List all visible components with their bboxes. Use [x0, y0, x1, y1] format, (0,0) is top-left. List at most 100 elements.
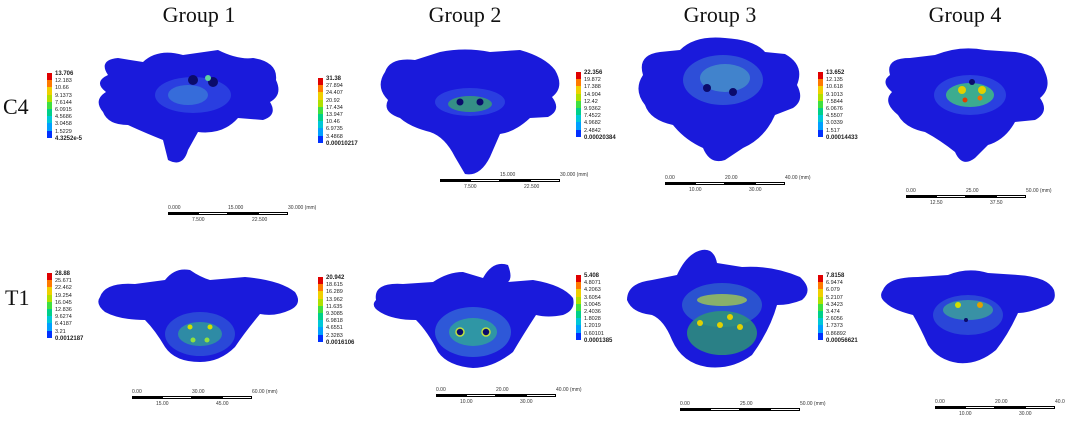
legend-min-label: 0.00020384: [584, 134, 616, 141]
legend-tick-label: 3.0045: [584, 301, 601, 308]
legend-tick-label: 13.962: [326, 296, 343, 303]
legend-tick-label: 12.135: [826, 77, 843, 84]
legend-color-band: [818, 122, 823, 130]
legend-tick-label: 0.86892: [826, 330, 846, 337]
scale-bar-segment: [936, 195, 966, 198]
c4-group-4-vertebra: [885, 48, 1048, 162]
scale-bar-top-label: 30.000 (mm): [560, 172, 589, 178]
legend-color-band: [576, 296, 581, 304]
legend-color-band: [576, 311, 581, 319]
legend-tick-label: 2.3283: [326, 332, 343, 339]
scale-bar-top-label: 60.00 (mm): [252, 389, 278, 395]
legend-tick-label: 13.947: [326, 112, 343, 118]
scale-bar-segment: [710, 408, 740, 411]
legend-color-band: [576, 122, 581, 130]
legend-color-band: [47, 73, 52, 81]
legend-color-band: [47, 287, 52, 295]
scale-bar-top-label: 0.00: [906, 188, 916, 194]
scale-bar-top-label: 25.00: [740, 401, 753, 407]
legend-color-band: [318, 106, 323, 114]
scale-bar-segment: [995, 406, 1025, 409]
legend-tick-label: 20.92: [326, 97, 340, 104]
legend-color-band: [318, 121, 323, 129]
legend-min-label: 0.00014433: [826, 134, 858, 141]
legend-color-band: [576, 325, 581, 333]
scale-bar-bottom-label: 30.00: [1019, 411, 1032, 417]
scale-bar-bottom-label: 30.00: [520, 399, 533, 405]
scale-bar-segment: [530, 179, 560, 182]
legend-color-band: [318, 320, 323, 328]
legend-tick-label: 3.474: [826, 309, 840, 315]
scale-bar-segment: [132, 396, 162, 399]
legend-color-band: [318, 99, 323, 107]
legend-tick-label: 0.60101: [584, 330, 604, 337]
legend-tick-label: 2.6056: [826, 316, 843, 323]
t1-group-4-legend: 7.8158 6.9474 6.079 5.2107 4.3423 3.474 2.6056…: [818, 273, 878, 355]
legend-color-band: [318, 277, 323, 285]
t1-group-1-legend: 28.88 25.671 22.462 19.254 16.045 12.836 9.627…: [47, 271, 107, 353]
scale-bar-segment: [470, 179, 500, 182]
scale-bar-top-label: 20.00: [496, 387, 509, 393]
legend-color-band: [576, 303, 581, 311]
legend-color-band: [576, 282, 581, 290]
legend-color-band: [318, 128, 323, 136]
scale-bar-top-label: 50.00 (mm): [1026, 188, 1052, 194]
legend-tick-label: 9.3085: [326, 311, 343, 317]
legend-color-band: [318, 298, 323, 306]
legend-tick-label: 4.5507: [826, 113, 843, 120]
scale-bar-top-label: 25.00: [966, 188, 979, 194]
legend-tick-label: 3.6054: [584, 294, 601, 301]
scale-bar-top-label: 0.00: [132, 389, 142, 395]
legend-tick-label: 6.0676: [826, 106, 843, 112]
legend-tick-label: 19.872: [584, 77, 601, 84]
legend-color-band: [818, 100, 823, 108]
legend-color-band: [818, 129, 823, 137]
legend-tick-label: 3.0339: [826, 120, 843, 127]
scale-bar-segment: [162, 396, 192, 399]
legend-color-band: [318, 334, 323, 342]
legend-color-band: [47, 330, 52, 338]
legend-color-band: [576, 86, 581, 94]
legend-color-band: [818, 93, 823, 101]
legend-tick-label: 17.388: [584, 84, 601, 91]
legend-color-band: [576, 100, 581, 108]
legend-tick-label: 22.462: [55, 285, 72, 292]
c4-group-2-scale-bar: 15.000 30.000 (mm) 7.500 22.500: [440, 171, 588, 193]
scale-bar-top-label: 0.00: [665, 175, 675, 181]
legend-tick-label: 14.904: [584, 91, 601, 98]
scale-bar-segment: [770, 408, 800, 411]
legend-tick-label: 9.1013: [826, 91, 843, 98]
legend-tick-label: 9.6274: [55, 314, 72, 321]
legend-color-band: [818, 275, 823, 283]
legend-color-band: [576, 115, 581, 123]
scale-bar-segment: [436, 394, 466, 397]
scale-bar-top-label: 50.00 (mm): [800, 401, 826, 407]
legend-tick-label: 4.8071: [584, 280, 601, 287]
scale-bar-top-label: 40.00 (mm): [785, 175, 811, 181]
legend-color-band: [47, 301, 52, 309]
scale-bar-segment: [1025, 406, 1055, 409]
scale-bar-segment: [228, 212, 258, 215]
legend-color-band: [576, 108, 581, 116]
scale-bar-top-label: 30.00: [192, 389, 205, 395]
legend-max-label: 13.706: [55, 71, 74, 77]
legend-min-label: 0.00010217: [326, 140, 358, 147]
legend-tick-label: 2.4842: [584, 127, 601, 134]
legend-tick-label: 4.3423: [826, 301, 843, 308]
legend-color-band: [47, 123, 52, 131]
scale-bar-bottom-label: 7.500: [464, 184, 477, 190]
legend-tick-label: 24.407: [326, 90, 343, 97]
legend-color-band: [576, 79, 581, 87]
legend-tick-label: 27.894: [326, 83, 343, 90]
legend-color-band: [47, 309, 52, 317]
legend-color-band: [818, 108, 823, 116]
legend-tick-label: 5.2107: [826, 294, 843, 301]
legend-color-band: [47, 273, 52, 281]
legend-tick-label: 1.517: [826, 127, 840, 134]
legend-min-label: 4.3252e-5: [55, 135, 83, 142]
scale-bar-segment: [935, 406, 965, 409]
scale-bar-top-label: 30.000 (mm): [288, 205, 317, 211]
legend-color-band: [318, 78, 323, 86]
legend-color-band: [318, 85, 323, 93]
legend-tick-label: 12.183: [55, 78, 72, 85]
